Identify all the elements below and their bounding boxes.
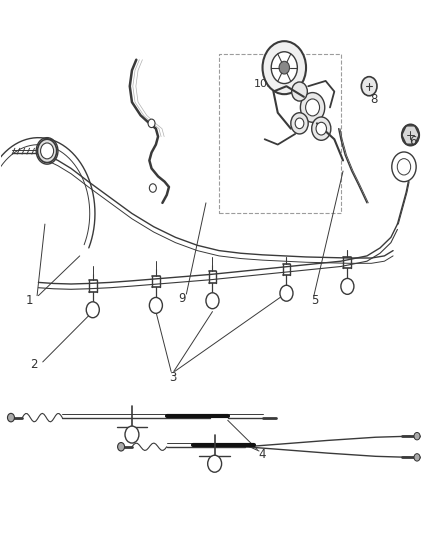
Text: 4: 4 xyxy=(259,448,266,461)
Text: 8: 8 xyxy=(370,93,377,106)
Circle shape xyxy=(402,124,419,146)
Text: 6: 6 xyxy=(409,135,417,148)
Circle shape xyxy=(125,426,139,443)
Text: 9: 9 xyxy=(178,292,186,305)
Circle shape xyxy=(149,184,156,192)
Text: 3: 3 xyxy=(170,372,177,384)
Circle shape xyxy=(312,117,331,140)
Circle shape xyxy=(38,139,57,163)
Circle shape xyxy=(149,297,162,313)
Circle shape xyxy=(206,293,219,309)
Circle shape xyxy=(280,285,293,301)
Circle shape xyxy=(279,61,290,74)
Text: 10: 10 xyxy=(253,78,267,88)
Circle shape xyxy=(295,118,304,128)
Circle shape xyxy=(86,302,99,318)
Circle shape xyxy=(41,143,53,159)
Circle shape xyxy=(341,278,354,294)
Circle shape xyxy=(306,99,320,116)
Circle shape xyxy=(271,52,297,84)
Circle shape xyxy=(262,41,306,94)
Circle shape xyxy=(361,77,377,96)
Text: 1: 1 xyxy=(26,294,33,308)
Text: 5: 5 xyxy=(311,294,318,308)
Circle shape xyxy=(414,454,420,461)
Circle shape xyxy=(397,159,411,175)
Circle shape xyxy=(392,152,416,182)
Text: 2: 2 xyxy=(30,358,38,371)
Circle shape xyxy=(316,122,326,135)
Circle shape xyxy=(7,414,14,422)
Circle shape xyxy=(208,455,222,472)
Circle shape xyxy=(300,93,325,122)
Circle shape xyxy=(148,119,155,127)
Circle shape xyxy=(292,82,307,101)
Circle shape xyxy=(117,442,124,451)
Circle shape xyxy=(291,113,308,134)
Circle shape xyxy=(414,432,420,440)
